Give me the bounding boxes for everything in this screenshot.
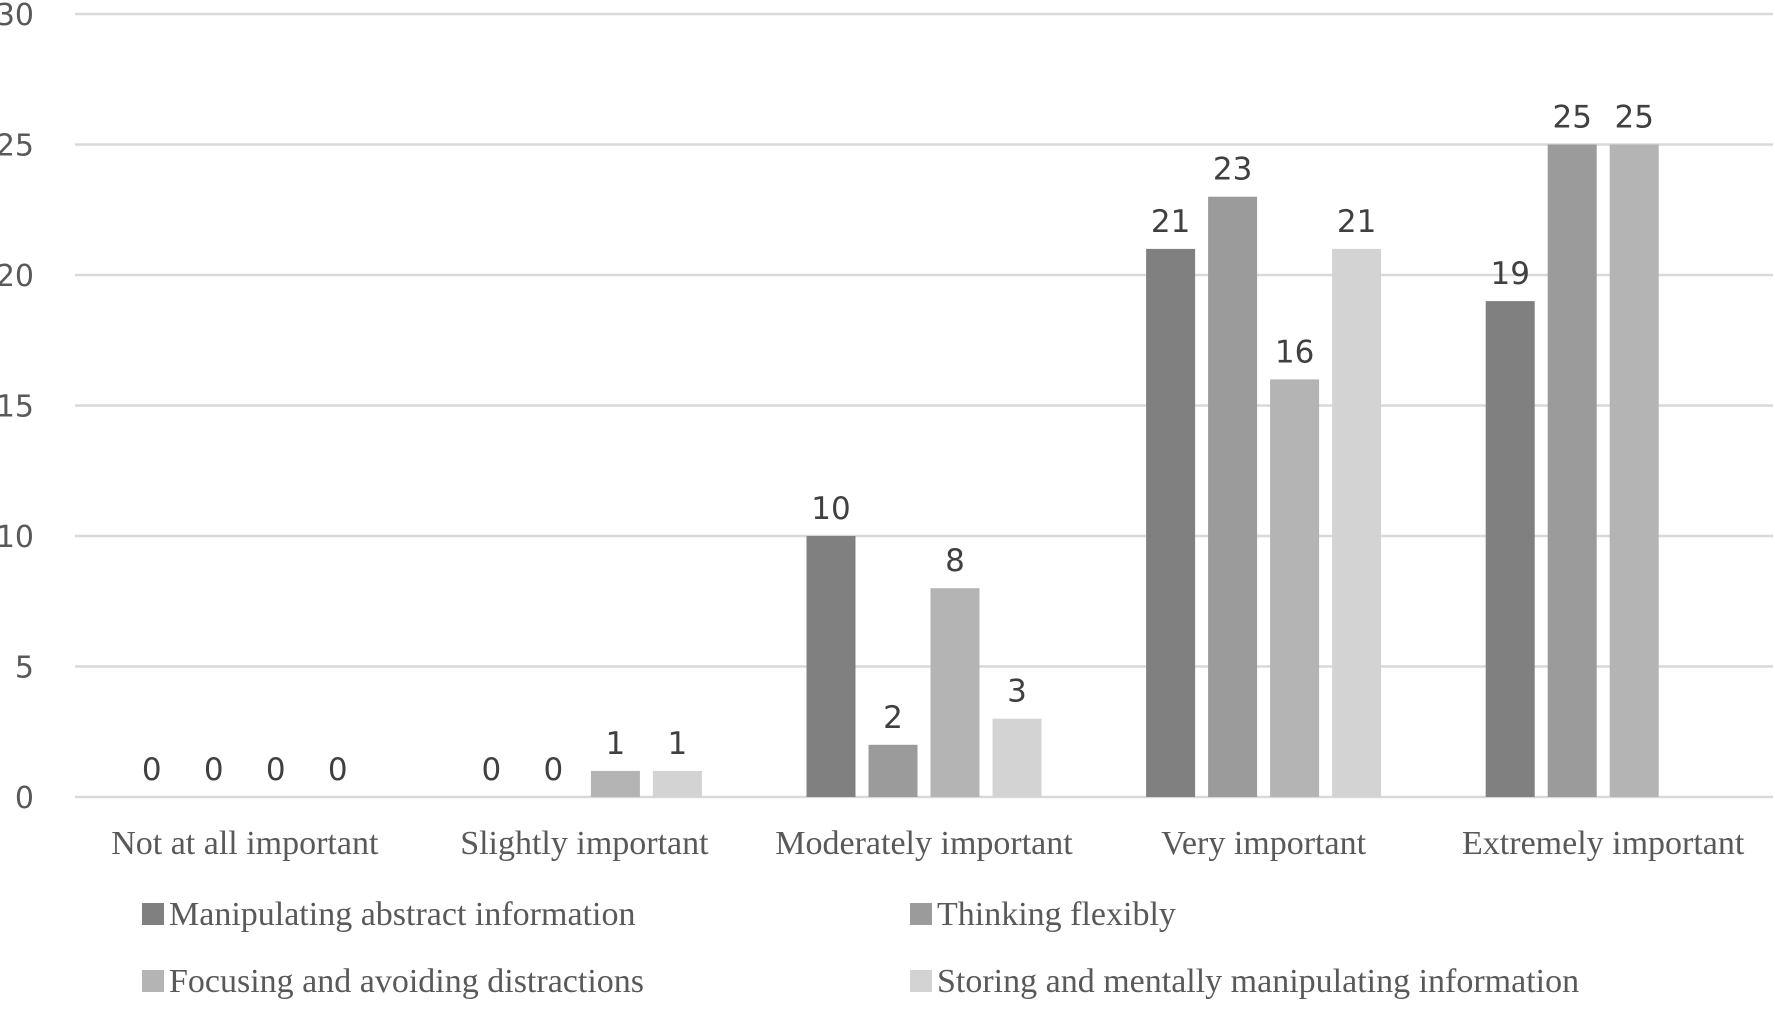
bar <box>1547 144 1597 797</box>
y-tick-label: 0 <box>15 781 34 816</box>
data-label: 3 <box>1007 674 1027 710</box>
data-label: 1 <box>668 726 688 762</box>
data-label: 1 <box>606 726 626 762</box>
data-label: 0 <box>204 752 224 788</box>
legend-label: Manipulating abstract information <box>169 896 635 933</box>
bar <box>806 536 856 797</box>
y-tick-label: 25 <box>0 129 34 164</box>
data-label: 21 <box>1151 204 1190 240</box>
bar <box>930 588 980 797</box>
legend-swatch <box>142 970 164 992</box>
data-labels: 0 0 0 0 0 0 1 1 10 2 8 3 21 23 16 21 19 25 25 <box>142 100 1654 789</box>
legend-swatch <box>910 970 932 992</box>
legend-label: Storing and mentally manipulating inform… <box>937 963 1579 1000</box>
data-label: 21 <box>1337 204 1376 240</box>
bar <box>868 744 918 797</box>
bar <box>1270 379 1320 797</box>
category-label: Extremely important <box>1462 825 1745 862</box>
data-label: 10 <box>811 491 850 527</box>
y-tick-label: 20 <box>0 259 34 294</box>
category-label: Moderately important <box>775 825 1073 862</box>
data-label: 0 <box>482 752 502 788</box>
bar <box>1485 301 1535 797</box>
bar <box>1332 248 1382 797</box>
y-tick-label: 15 <box>0 390 34 425</box>
data-label: 0 <box>544 752 564 788</box>
data-label: 8 <box>945 543 965 579</box>
bar <box>590 770 640 797</box>
data-label: 23 <box>1213 152 1252 188</box>
legend-swatch <box>910 903 932 925</box>
legend: Manipulating abstract information Thinkin… <box>142 896 1579 1000</box>
data-label: 16 <box>1275 334 1314 370</box>
bars <box>590 144 1659 797</box>
y-tick-label: 5 <box>15 651 34 686</box>
y-tick-label: 10 <box>0 520 34 555</box>
data-label: 25 <box>1614 100 1653 136</box>
data-label: 2 <box>883 700 903 736</box>
y-tick-label: 30 <box>0 0 34 33</box>
bar <box>992 718 1042 797</box>
data-label: 0 <box>328 752 348 788</box>
x-axis-categories: Not at all important Slightly important Mo… <box>111 825 1745 862</box>
data-label: 0 <box>142 752 162 788</box>
category-label: Very important <box>1161 825 1366 862</box>
legend-swatch <box>142 903 164 925</box>
legend-label: Focusing and avoiding distractions <box>169 963 644 1000</box>
category-label: Slightly important <box>460 825 709 862</box>
bar <box>1208 196 1258 797</box>
gridlines <box>75 12 1773 799</box>
bar <box>1146 248 1196 797</box>
bar <box>652 770 702 797</box>
data-label: 19 <box>1490 256 1529 292</box>
data-label: 25 <box>1552 100 1591 136</box>
bar <box>1609 144 1659 797</box>
legend-label: Thinking flexibly <box>937 896 1176 933</box>
y-axis-ticks: 0 5 10 15 20 25 30 <box>0 0 34 816</box>
category-label: Not at all important <box>111 825 379 862</box>
data-label: 0 <box>266 752 286 788</box>
